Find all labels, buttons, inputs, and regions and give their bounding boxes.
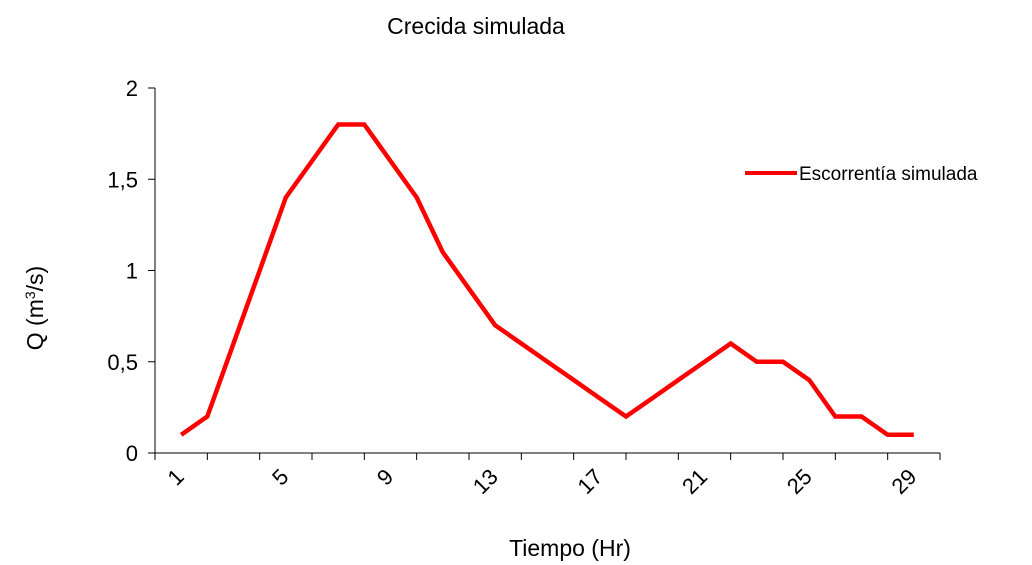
y-axis-title-prefix: Q (m	[22, 299, 48, 350]
x-ticks	[154, 453, 941, 460]
legend: Escorrentía simulada	[745, 164, 978, 185]
y-axis-title-suffix: /s)	[22, 266, 48, 292]
y-tick-label: 2	[126, 76, 138, 101]
series	[179, 122, 914, 438]
y-tick-label: 1	[126, 259, 138, 284]
x-tick-labels: 1 5 9 13 17 21 25 29	[162, 464, 921, 499]
y-axis-title: Q (m3/s)	[22, 266, 48, 350]
x-tick-label: 25	[782, 464, 817, 499]
y-tick-label: 0	[126, 441, 138, 466]
x-tick-label: 21	[677, 464, 712, 499]
x-axis-title: Tiempo (Hr)	[509, 535, 631, 561]
y-axis-title-superscript: 3	[22, 291, 38, 299]
x-tick-label: 5	[267, 464, 293, 490]
x-tick-label: 13	[468, 464, 503, 499]
y-ticks: 0 0,5 1 1,5 2	[107, 76, 155, 466]
x-tick-label: 1	[162, 464, 188, 490]
y-tick-label: 1,5	[107, 167, 138, 192]
x-tick-label: 29	[886, 464, 921, 499]
x-tick-label: 9	[372, 464, 398, 490]
chart-title: Crecida simulada	[387, 13, 565, 39]
legend-label: Escorrentía simulada	[799, 164, 978, 185]
y-tick-label: 0,5	[107, 350, 138, 375]
x-tick-label: 17	[572, 464, 607, 499]
